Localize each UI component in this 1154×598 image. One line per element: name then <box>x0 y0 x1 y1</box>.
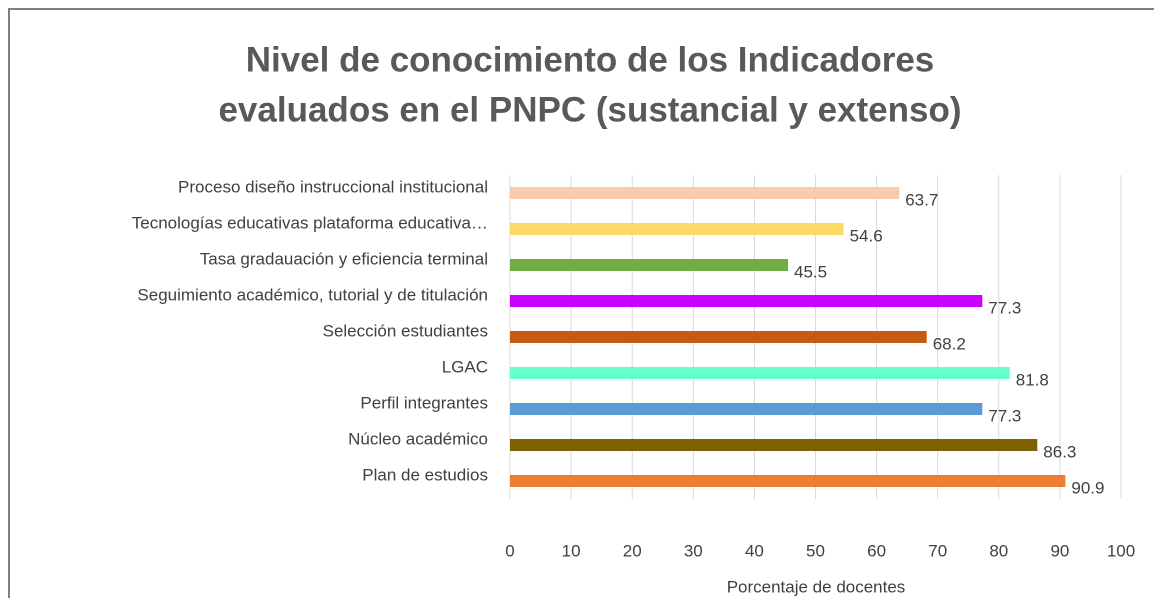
y-tick-label: Perfil integrantes <box>360 393 488 412</box>
x-tick-label: 60 <box>867 541 886 560</box>
data-label: 86.3 <box>1043 442 1076 461</box>
data-label: 45.5 <box>794 262 827 281</box>
y-tick-label: Tasa gradauación y eficiencia terminal <box>200 249 488 268</box>
data-label: 81.8 <box>1016 370 1049 389</box>
y-tick-label: Núcleo académico <box>348 429 488 448</box>
bar <box>510 331 927 343</box>
y-tick-label: Plan de estudios <box>362 465 488 484</box>
y-tick-label: Selección estudiantes <box>323 321 488 340</box>
x-tick-label: 90 <box>1050 541 1069 560</box>
y-tick-label: LGAC <box>442 357 488 376</box>
x-tick-label: 10 <box>562 541 581 560</box>
x-axis-title: Porcentaje de docentes <box>727 577 906 596</box>
bar <box>510 223 844 235</box>
x-tick-label: 100 <box>1107 541 1135 560</box>
data-label: 54.6 <box>850 226 883 245</box>
chart-title: Nivel de conocimiento de los Indicadores <box>246 40 935 79</box>
x-tick-label: 20 <box>623 541 642 560</box>
y-tick-label: Proceso diseño instruccional institucion… <box>178 177 488 196</box>
x-tick-label: 50 <box>806 541 825 560</box>
x-tick-label: 70 <box>928 541 947 560</box>
data-label: 63.7 <box>905 190 938 209</box>
chart-title: evaluados en el PNPC (sustancial y exten… <box>218 90 961 129</box>
bar <box>510 475 1066 487</box>
bar <box>510 403 983 415</box>
y-tick-label: Seguimiento académico, tutorial y de tit… <box>137 285 488 304</box>
bar <box>510 295 983 307</box>
x-tick-label: 40 <box>745 541 764 560</box>
bar <box>510 439 1038 451</box>
bar <box>510 259 789 271</box>
bar <box>510 187 900 199</box>
data-label: 77.3 <box>988 298 1021 317</box>
x-tick-label: 80 <box>989 541 1008 560</box>
x-tick-label: 0 <box>505 541 514 560</box>
data-label: 90.9 <box>1071 478 1104 497</box>
data-label: 68.2 <box>933 334 966 353</box>
data-label: 77.3 <box>988 406 1021 425</box>
bar <box>510 367 1010 379</box>
x-tick-label: 30 <box>684 541 703 560</box>
y-tick-label: Tecnologías educativas plataforma educat… <box>132 213 488 232</box>
